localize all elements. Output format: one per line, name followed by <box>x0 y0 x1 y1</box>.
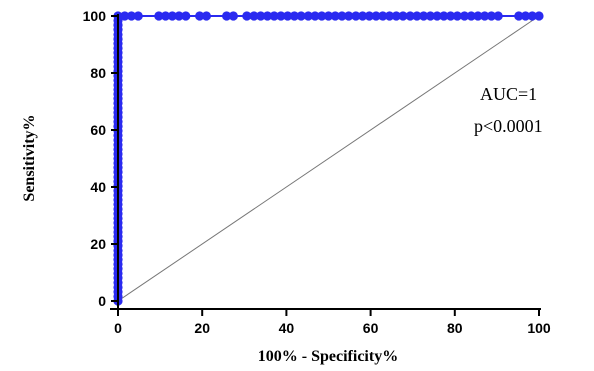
roc-point <box>317 11 327 21</box>
roc-point <box>452 11 462 21</box>
roc-point <box>276 11 286 21</box>
roc-point <box>228 11 238 21</box>
roc-point <box>480 11 490 21</box>
roc-point <box>242 11 252 21</box>
x-tick-label: 40 <box>279 320 295 336</box>
y-axis-title: Sensitivity% <box>21 114 38 201</box>
roc-point <box>439 11 449 21</box>
roc-point <box>445 11 456 21</box>
y-tick-label: 80 <box>90 65 106 81</box>
roc-point <box>323 11 334 21</box>
roc-point <box>520 11 531 21</box>
axes-layer <box>110 14 541 310</box>
roc-point <box>174 11 184 21</box>
y-tick-label: 100 <box>83 8 107 24</box>
auc-annotation: AUC=1 <box>480 84 537 104</box>
roc-point <box>405 11 415 21</box>
y-tick-label: 0 <box>98 293 106 309</box>
roc-point <box>378 11 388 21</box>
roc-point <box>432 11 442 21</box>
roc-point <box>256 11 266 21</box>
reference-diagonal-line <box>117 15 540 302</box>
roc-point <box>344 11 354 21</box>
roc-point <box>330 11 340 21</box>
roc-point <box>310 11 320 21</box>
roc-point <box>154 11 164 21</box>
roc-point <box>351 11 361 21</box>
roc-point <box>419 11 429 21</box>
ticks-layer: 0 20 40 60 80 100 0 20 40 60 80 100 <box>83 8 551 336</box>
roc-point <box>222 11 232 21</box>
x-tick-label: 20 <box>194 320 210 336</box>
roc-point <box>371 11 381 21</box>
x-axis-title: 100% - Specificity% <box>258 348 398 365</box>
roc-point <box>412 11 422 21</box>
y-tick-label: 60 <box>90 122 106 138</box>
y-tick-label: 40 <box>90 179 106 195</box>
roc-point <box>486 11 497 21</box>
roc-point <box>303 11 313 21</box>
y-tick-label: 20 <box>90 236 106 252</box>
roc-point <box>358 11 368 21</box>
roc-point <box>249 11 259 21</box>
reference-layer <box>117 15 540 302</box>
x-tick-label: 0 <box>114 320 122 336</box>
x-tick-label: 80 <box>447 320 463 336</box>
roc-point <box>160 11 171 21</box>
roc-point <box>514 11 524 21</box>
roc-point <box>167 11 177 21</box>
roc-point <box>364 11 374 21</box>
roc-point <box>466 11 476 21</box>
roc-point <box>120 11 130 21</box>
roc-point <box>133 11 143 21</box>
roc-point <box>269 11 279 21</box>
roc-point <box>201 11 212 21</box>
roc-point <box>126 11 137 21</box>
roc-point <box>534 11 544 21</box>
roc-point <box>391 11 401 21</box>
roc-point <box>459 11 470 21</box>
roc-point <box>296 11 306 21</box>
roc-point <box>425 11 435 21</box>
roc-point <box>398 11 408 21</box>
x-tick-label: 60 <box>363 320 379 336</box>
roc-point <box>384 11 395 21</box>
roc-point <box>283 11 293 21</box>
roc-point <box>195 11 205 21</box>
x-tick-label: 100 <box>527 320 551 336</box>
roc-point <box>473 11 483 21</box>
p-value-annotation: p<0.0001 <box>474 116 543 136</box>
roc-point <box>493 11 503 21</box>
roc-point <box>337 11 347 21</box>
roc-point <box>289 11 299 21</box>
roc-point <box>181 11 191 21</box>
roc-point <box>262 11 273 21</box>
roc-point <box>527 11 537 21</box>
